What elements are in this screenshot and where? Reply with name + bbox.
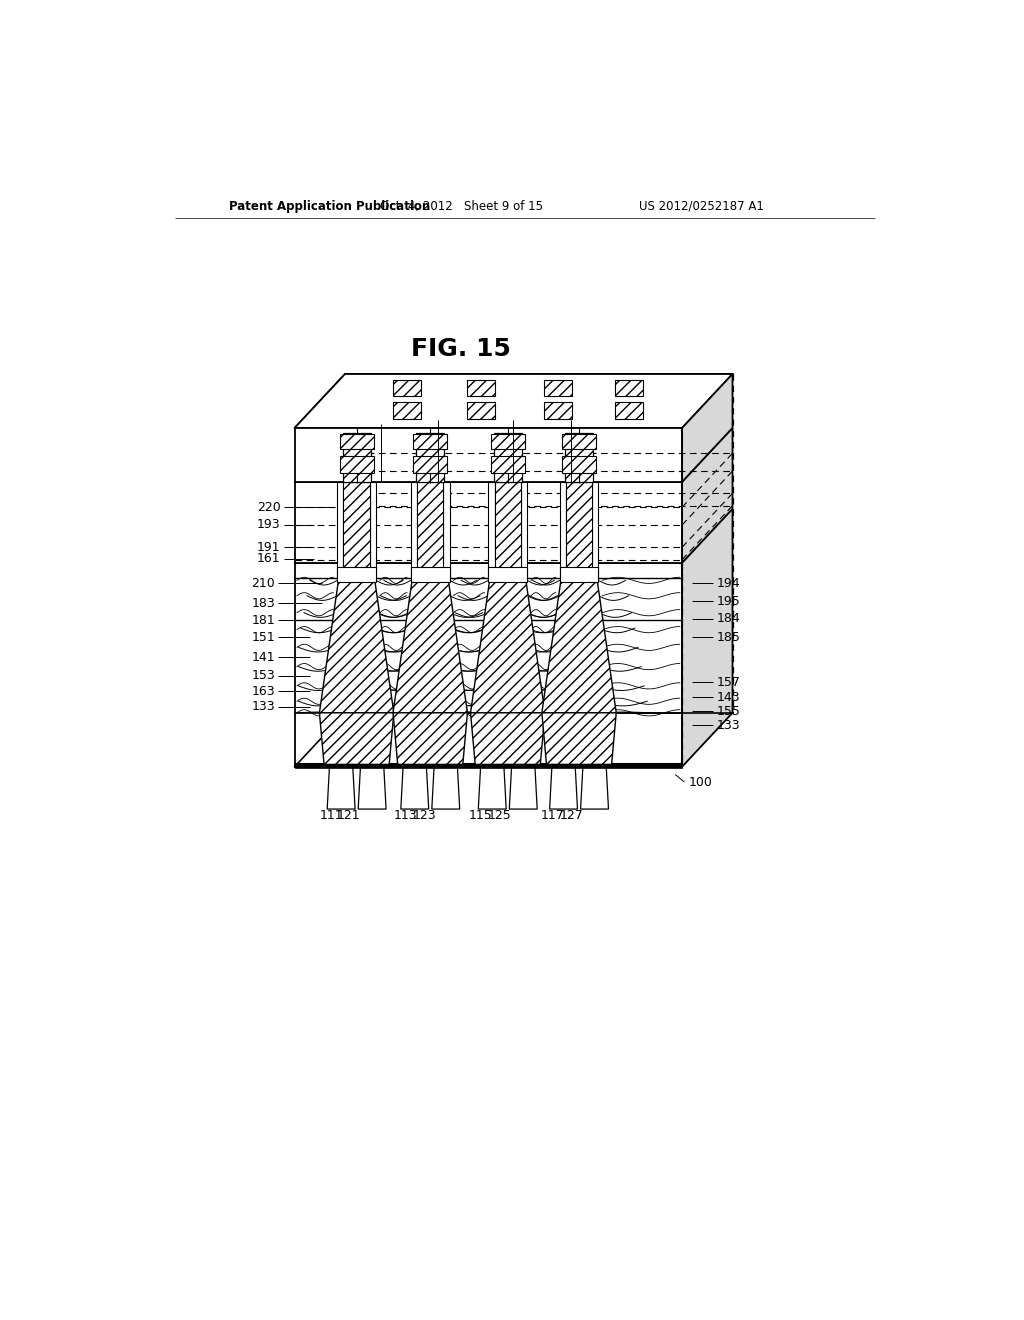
Text: 111: 111 — [319, 809, 343, 822]
Polygon shape — [295, 562, 682, 767]
Polygon shape — [319, 578, 394, 713]
Polygon shape — [562, 434, 596, 449]
Polygon shape — [295, 482, 682, 562]
Text: 151: 151 — [252, 631, 275, 644]
Text: 173: 173 — [425, 403, 451, 416]
Text: 115: 115 — [469, 809, 493, 822]
Polygon shape — [544, 380, 572, 396]
Polygon shape — [682, 374, 732, 482]
Text: 157: 157 — [716, 676, 740, 689]
Polygon shape — [411, 482, 417, 578]
Polygon shape — [471, 713, 545, 764]
Polygon shape — [560, 566, 598, 582]
Polygon shape — [414, 434, 447, 449]
Text: 174: 174 — [501, 403, 526, 416]
Text: 171: 171 — [369, 407, 394, 418]
Text: 141: 141 — [252, 651, 275, 664]
Polygon shape — [393, 403, 421, 418]
Polygon shape — [488, 566, 527, 582]
Text: 175: 175 — [558, 403, 584, 416]
Polygon shape — [550, 766, 578, 809]
Text: 191: 191 — [257, 541, 281, 554]
Polygon shape — [400, 766, 429, 809]
Text: 193: 193 — [257, 519, 281, 532]
Text: 125: 125 — [488, 809, 512, 822]
Polygon shape — [509, 766, 538, 809]
Text: 155: 155 — [716, 705, 740, 718]
Polygon shape — [343, 482, 370, 578]
Polygon shape — [490, 434, 524, 449]
Polygon shape — [319, 713, 394, 764]
Polygon shape — [467, 403, 495, 418]
Text: 163: 163 — [252, 685, 275, 698]
Text: 153: 153 — [252, 669, 275, 682]
Polygon shape — [295, 764, 682, 768]
Text: US 2012/0252187 A1: US 2012/0252187 A1 — [639, 199, 764, 213]
Polygon shape — [358, 766, 386, 809]
Polygon shape — [337, 482, 343, 578]
Text: 210: 210 — [252, 577, 275, 590]
Polygon shape — [544, 403, 572, 418]
Text: 185: 185 — [716, 631, 740, 644]
Text: 121: 121 — [337, 809, 360, 822]
Polygon shape — [562, 457, 596, 473]
Polygon shape — [592, 482, 598, 578]
Polygon shape — [615, 403, 643, 418]
Polygon shape — [490, 457, 524, 473]
Polygon shape — [542, 578, 616, 713]
Text: Patent Application Publication: Patent Application Publication — [228, 199, 430, 213]
Polygon shape — [615, 380, 643, 396]
Polygon shape — [295, 428, 682, 482]
Polygon shape — [340, 457, 374, 473]
Polygon shape — [495, 482, 521, 578]
Polygon shape — [494, 433, 521, 482]
Polygon shape — [393, 380, 421, 396]
Text: 133: 133 — [252, 700, 275, 713]
Text: FIG. 15: FIG. 15 — [412, 338, 511, 362]
Polygon shape — [328, 766, 355, 809]
Text: 194: 194 — [716, 577, 740, 590]
Text: 220: 220 — [257, 500, 281, 513]
Polygon shape — [417, 433, 444, 482]
Polygon shape — [337, 566, 376, 582]
Polygon shape — [443, 482, 450, 578]
Text: 117: 117 — [541, 809, 564, 822]
Text: 127: 127 — [559, 809, 584, 822]
Text: 184: 184 — [716, 612, 740, 626]
Polygon shape — [560, 482, 566, 578]
Polygon shape — [414, 457, 447, 473]
Polygon shape — [521, 482, 527, 578]
Polygon shape — [467, 380, 495, 396]
Text: 100: 100 — [688, 776, 713, 788]
Polygon shape — [340, 434, 374, 449]
Polygon shape — [432, 766, 460, 809]
Polygon shape — [566, 482, 592, 578]
Polygon shape — [343, 433, 371, 482]
Text: 133: 133 — [716, 718, 740, 731]
Polygon shape — [488, 482, 495, 578]
Text: 123: 123 — [413, 809, 436, 822]
Polygon shape — [478, 766, 506, 809]
Polygon shape — [682, 428, 732, 562]
Text: Oct. 4, 2012   Sheet 9 of 15: Oct. 4, 2012 Sheet 9 of 15 — [380, 199, 543, 213]
Polygon shape — [542, 713, 616, 764]
Polygon shape — [417, 482, 443, 578]
Polygon shape — [393, 578, 467, 713]
Polygon shape — [565, 433, 593, 482]
Polygon shape — [682, 508, 732, 767]
Polygon shape — [581, 766, 608, 809]
Polygon shape — [471, 578, 545, 713]
Text: 143: 143 — [716, 690, 740, 704]
Text: 113: 113 — [393, 809, 417, 822]
Polygon shape — [411, 566, 450, 582]
Text: 195: 195 — [716, 594, 740, 607]
Text: 161: 161 — [257, 552, 281, 565]
Text: 181: 181 — [252, 614, 275, 627]
Polygon shape — [393, 713, 467, 764]
Polygon shape — [295, 374, 732, 428]
Polygon shape — [370, 482, 376, 578]
Text: 183: 183 — [252, 597, 275, 610]
